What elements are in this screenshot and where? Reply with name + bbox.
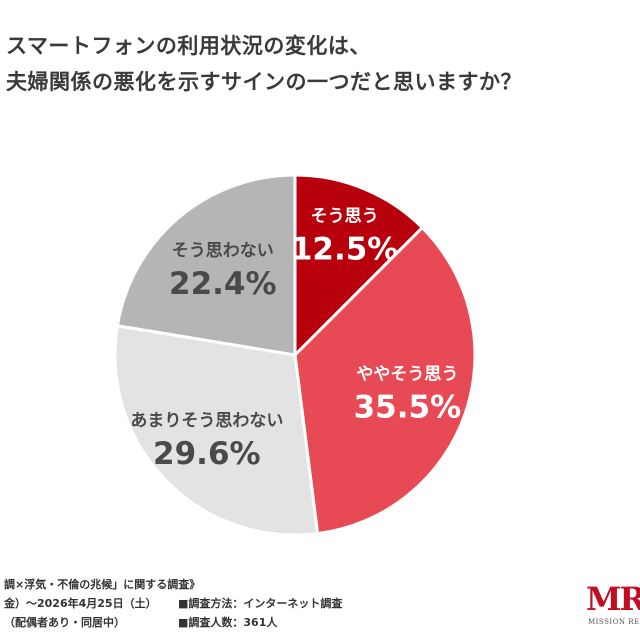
mission-research-logo: MR MISSION RESEA: [586, 576, 640, 640]
footer-method: ■調査方法：インターネット調査: [178, 597, 343, 610]
logo-subtext: MISSION RESEA: [588, 618, 640, 626]
title-line-2: 夫婦関係の悪化を示すサインの一つだと思いますか？: [6, 70, 522, 94]
pie-slice-2: [293, 225, 477, 536]
chart-title: スマートフォンの利用状況の変化は、 夫婦関係の悪化を示すサインの一つだと思います…: [6, 28, 636, 100]
slice-label-2: ややそう思う: [356, 364, 458, 384]
footer-line-1: 調×浮気・不倫の兆候」に関する調査》: [4, 578, 201, 591]
logo-mark: MR: [586, 580, 640, 618]
pie-slice-4: [115, 173, 297, 357]
survey-footer: 調×浮気・不倫の兆候」に関する調査》 金）〜2026年4月25日（土） ■調査方…: [0, 570, 640, 640]
pie-slice-1: [293, 173, 425, 359]
slice-label-1: そう思う: [311, 206, 379, 226]
slice-value-1: 12.5%: [291, 231, 399, 267]
pie-chart: そう思う 12.5% ややそう思う 35.5% あまりそう思わない 29.6% そう思わない…: [113, 173, 477, 537]
slice-label-3: あまりそう思わない: [130, 411, 283, 431]
slice-value-3: 29.6%: [153, 436, 261, 472]
footer-target: （配偶者あり・同居中）: [4, 616, 125, 629]
title-line-1: スマートフォンの利用状況の変化は、: [6, 34, 371, 58]
slice-value-4: 22.4%: [169, 266, 277, 302]
footer-sample-size: ■調査人数：361人: [178, 616, 278, 629]
footer-period: 金）〜2026年4月25日（土）: [4, 597, 157, 610]
slice-label-4: そう思わない: [172, 241, 274, 261]
slice-value-2: 35.5%: [354, 389, 462, 425]
pie-slice-3: [113, 324, 320, 537]
